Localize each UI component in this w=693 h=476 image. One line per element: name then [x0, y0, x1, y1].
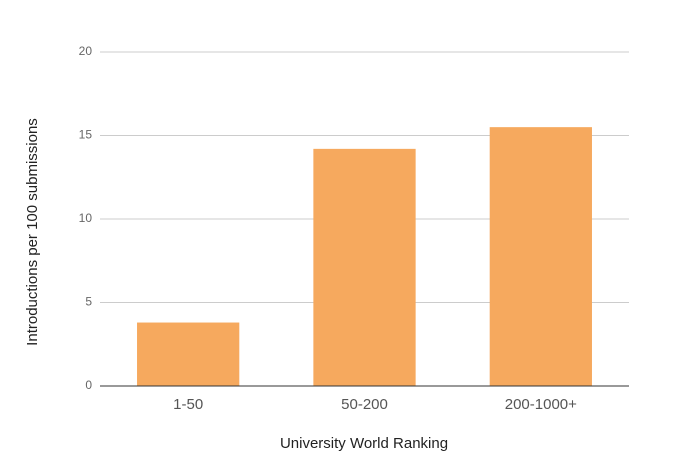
y-tick-label: 0: [85, 378, 92, 392]
y-tick-label: 20: [79, 44, 93, 58]
y-tick-label: 10: [79, 211, 93, 225]
x-tick-label: 1-50: [173, 396, 203, 413]
y-tick-label: 15: [79, 128, 93, 142]
bar: [313, 148, 416, 386]
x-tick-label: 200-1000+: [505, 396, 577, 413]
x-tick-label: 50-200: [341, 396, 388, 413]
y-axis-title: Introductions per 100 submissions: [24, 118, 41, 346]
bar: [489, 127, 592, 387]
x-axis-title: University World Ranking: [280, 435, 448, 452]
y-tick-label: 5: [85, 295, 92, 309]
bar: [137, 322, 240, 386]
